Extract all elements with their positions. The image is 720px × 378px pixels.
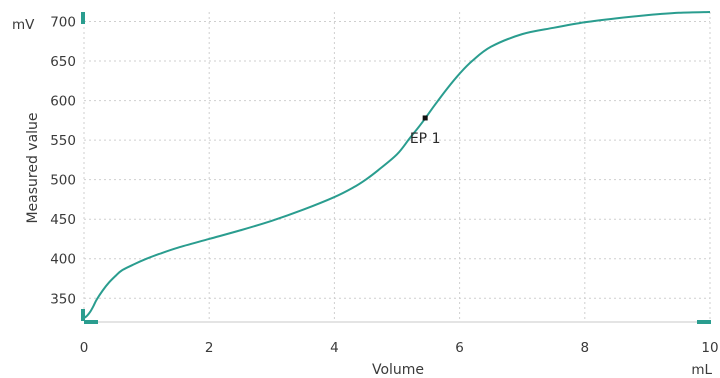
y-unit-label: mV [12, 17, 35, 33]
annotations: EP 1 [410, 115, 441, 147]
series-line [83, 11, 711, 319]
x-tick-label: 8 [581, 340, 590, 356]
y-axis-bottom-handle[interactable] [81, 309, 85, 321]
x-tick-label: 2 [205, 340, 214, 356]
y-tick-label: 500 [50, 173, 76, 189]
y-tick-label: 350 [50, 291, 76, 307]
y-axis-title: Measured value [25, 112, 41, 223]
y-tick-labels: 350 400 450 500 550 600 650 700 [50, 14, 76, 307]
x-unit-label: mL [691, 362, 712, 378]
x-tick-label: 0 [80, 340, 89, 356]
y-axis-top-handle[interactable] [81, 12, 85, 24]
x-axis-left-handle[interactable] [84, 320, 98, 324]
y-tick-label: 550 [50, 133, 76, 149]
y-tick-label: 600 [50, 94, 76, 110]
y-tick-label: 700 [50, 14, 76, 30]
x-axis-right-handle[interactable] [697, 320, 711, 324]
y-tick-label: 650 [50, 54, 76, 70]
x-axis-title: Volume [372, 362, 424, 378]
endpoint-marker[interactable] [422, 115, 428, 121]
x-tick-label: 10 [701, 340, 718, 356]
x-tick-label: 4 [330, 340, 339, 356]
endpoint-label: EP 1 [410, 131, 441, 147]
y-tick-label: 450 [50, 212, 76, 228]
x-tick-label: 6 [455, 340, 464, 356]
grid [83, 12, 711, 322]
y-tick-label: 400 [50, 252, 76, 268]
x-tick-labels: 0 2 4 6 8 10 [80, 340, 719, 356]
